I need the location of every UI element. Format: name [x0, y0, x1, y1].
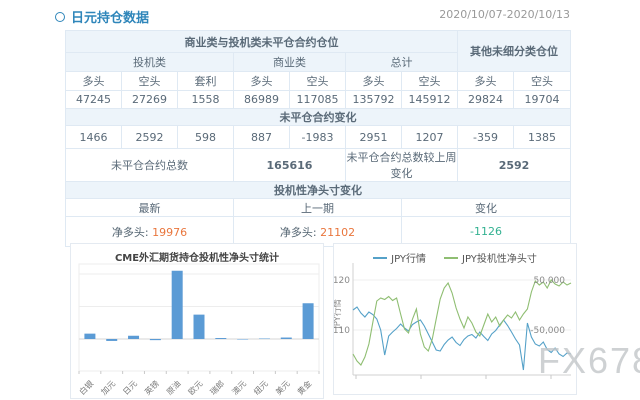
col-header-cell: 空头: [400, 71, 459, 91]
bar-category-label: 欧元: [186, 378, 204, 396]
net-header-change: 变化: [400, 198, 572, 217]
left-axis-tick-label: 120: [334, 276, 350, 286]
bar-category-label: 澳元: [230, 378, 248, 396]
open-interest-cell: 135792: [345, 90, 402, 109]
bar-chart-card: CME外汇期货持仓投机性净头寸统计 白银 加元 日元 英镑 原油 欧元 瑞郎 澳元 纽元 美元 黄金: [70, 243, 324, 399]
date-range: 2020/10/07-2020/10/13: [439, 8, 570, 21]
bar-chart: 白银 加元 日元 英镑 原油 欧元 瑞郎 澳元 纽元 美元 黄金: [77, 263, 320, 397]
net-previous-value: 21102: [320, 225, 356, 239]
open-interest-cell: 27269: [121, 90, 178, 109]
open-interest-cell: 47245: [65, 90, 122, 109]
col-header-cell: 空头: [513, 71, 572, 91]
series-line-price: [352, 306, 572, 371]
bar-category-label: 黄金: [295, 378, 313, 396]
col-header-cell: 多头: [345, 71, 402, 91]
bar-category-label: 瑞郎: [208, 378, 226, 396]
total-oi-change-value: 2592: [457, 148, 572, 182]
net-header-previous: 上一期: [233, 198, 402, 217]
oi-change-cell: 887: [233, 125, 290, 149]
col-header-cell: 套利: [177, 71, 234, 91]
legend-label-price: JPY行情: [391, 254, 426, 265]
watermark: FX678: [538, 340, 640, 381]
open-interest-cell: 117085: [289, 90, 346, 109]
group-header-commercial-speculative: 商业类与投机类未平仓合约仓位: [64, 30, 459, 53]
col-header-cell: 多头: [457, 71, 515, 91]
bar-category-label: 纽元: [251, 378, 269, 396]
bar-category-label: 加元: [99, 378, 117, 396]
bar-category-label: 日元: [121, 379, 139, 397]
bar-category-label: 原油: [164, 378, 182, 396]
open-interest-cell: 145912: [400, 90, 459, 109]
group-header-nonreportable: 其他未细分类仓位: [457, 30, 572, 72]
net-latest-value: 19976: [152, 225, 188, 239]
line-chart-card: JPY行情 JPY投机性净头寸 120 110 JPY行情 50,000 -50,000: [333, 243, 577, 395]
open-interest-cell: 29824: [457, 90, 515, 109]
bar-category-label: 英镑: [142, 378, 160, 396]
right-axis-tick-label: -50,000: [530, 326, 565, 336]
open-interest-cell: 86989: [233, 90, 290, 109]
col-header-cell: 多头: [65, 71, 122, 91]
oi-change-cell: 1385: [513, 125, 572, 149]
net-header-latest: 最新: [65, 198, 234, 217]
oi-change-cell: -359: [457, 125, 515, 149]
bar-chart-title: CME外汇期货持仓投机性净头寸统计: [114, 253, 280, 264]
oi-change-cell: 1207: [400, 125, 459, 149]
total-oi-label: 未平仓合约总数: [65, 148, 234, 182]
oi-change-row: 1466 2592 598 887 -1983 2951 1207 -359 1385: [65, 125, 572, 149]
oi-change-cell: -1983: [289, 125, 346, 149]
oi-change-cell: 2592: [121, 125, 178, 149]
net-previous-label: 净多头:: [279, 225, 317, 239]
left-axis-title: JPY行情: [334, 299, 343, 330]
subgroup-total: 总计: [344, 52, 459, 72]
left-axis-tick-label: 110: [334, 326, 350, 336]
open-interest-cell: 1558: [177, 90, 234, 109]
circle-bullet-icon: [55, 11, 65, 22]
col-header-cell: 空头: [289, 71, 346, 91]
legend-dash-netpos-icon: [444, 256, 458, 259]
series-line-netpos: [352, 279, 572, 366]
total-oi-change-label: 未平仓合约总数较上周变化: [344, 148, 459, 182]
bar-category-label: 美元: [273, 378, 291, 396]
line-chart-legend: JPY行情 JPY投机性净头寸: [334, 250, 576, 265]
bar-category-label: 白银: [77, 378, 95, 396]
net-latest-label: 净多头:: [111, 225, 149, 239]
right-axis-tick-label: 50,000: [534, 276, 566, 286]
net-change-cell: -1126: [400, 216, 572, 247]
legend-dash-price-icon: [373, 256, 388, 259]
open-interest-cell: 19704: [513, 90, 572, 109]
oi-change-cell: 1466: [65, 125, 122, 149]
page-title-text: 日元持仓数据: [71, 11, 150, 26]
oi-change-cell: 2951: [345, 125, 402, 149]
legend-item-price: JPY行情: [373, 250, 426, 265]
subgroup-speculative: 投机类: [65, 52, 234, 72]
net-latest-cell: 净多头: 19976: [65, 216, 234, 247]
legend-item-netpos: JPY投机性净头寸: [444, 250, 537, 265]
legend-label-netpos: JPY投机性净头寸: [462, 254, 537, 265]
section-header-net-position: 投机性净头寸变化: [64, 181, 572, 199]
page-title[interactable]: 日元持仓数据: [55, 7, 149, 26]
column-header-row: 多头 空头 套利 多头 空头 多头 空头 多头 空头: [65, 71, 572, 91]
subgroup-commercial: 商业类: [233, 52, 346, 72]
positions-table: 商业类与投机类未平仓合约仓位 其他未细分类仓位 投机类 商业类 总计 多头 空头套…: [64, 30, 572, 247]
open-interest-row: 47245 27269 1558 86989 117085 135792 145912 298…: [65, 90, 572, 109]
col-header-cell: 空头: [121, 71, 178, 91]
total-oi-value: 165616: [233, 148, 346, 182]
net-change-value: -1126: [470, 225, 502, 238]
section-header-oi-change: 未平仓合约变化: [64, 108, 572, 126]
col-header-cell: 多头: [233, 71, 290, 91]
net-previous-cell: 净多头: 21102: [233, 216, 402, 247]
oi-change-cell: 598: [177, 125, 234, 149]
